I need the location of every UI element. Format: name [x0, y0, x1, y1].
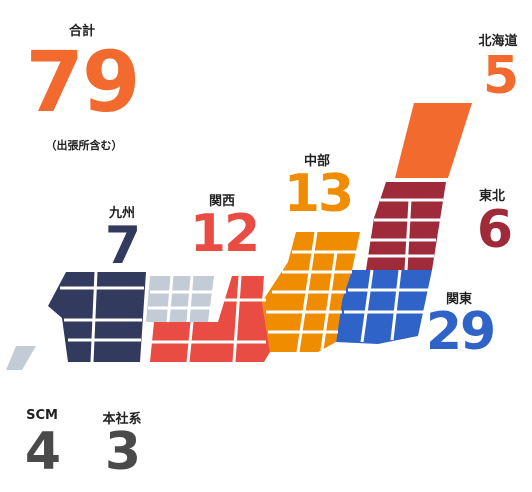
chubu-label: 中部 [303, 154, 331, 169]
region-okinawa-shape [6, 346, 36, 370]
region-kanto-shape [336, 269, 432, 344]
hq-label: 本社系 [102, 412, 142, 427]
kyushu-value: 7 [104, 216, 141, 276]
kanto-label: 関東 [445, 292, 473, 307]
scm-label: SCM [26, 408, 58, 423]
region-hokkaido-shape [395, 103, 472, 178]
total-label: 合計 [68, 24, 96, 39]
hq-value: 3 [104, 422, 141, 482]
total-value: 79 [25, 33, 141, 131]
total-note: （出張所含む） [45, 139, 123, 152]
tohoku-label: 東北 [478, 189, 506, 204]
kansai-label: 関西 [208, 194, 236, 209]
region-chugoku-shape [146, 275, 214, 323]
scm-value: 4 [24, 422, 61, 482]
kyushu-label: 九州 [108, 206, 136, 221]
chubu-value: 13 [283, 164, 354, 224]
region-chubu-shape [262, 231, 360, 353]
hokkaido-label: 北海道 [478, 34, 518, 49]
kansai-value: 12 [189, 204, 260, 264]
region-tohoku-shape [366, 182, 446, 271]
hokkaido-value: 5 [482, 46, 519, 106]
tohoku-value: 6 [476, 200, 513, 260]
region-kyushu-shape [48, 271, 146, 363]
region-kansai-shape [150, 275, 270, 363]
kanto-value: 29 [425, 302, 496, 362]
